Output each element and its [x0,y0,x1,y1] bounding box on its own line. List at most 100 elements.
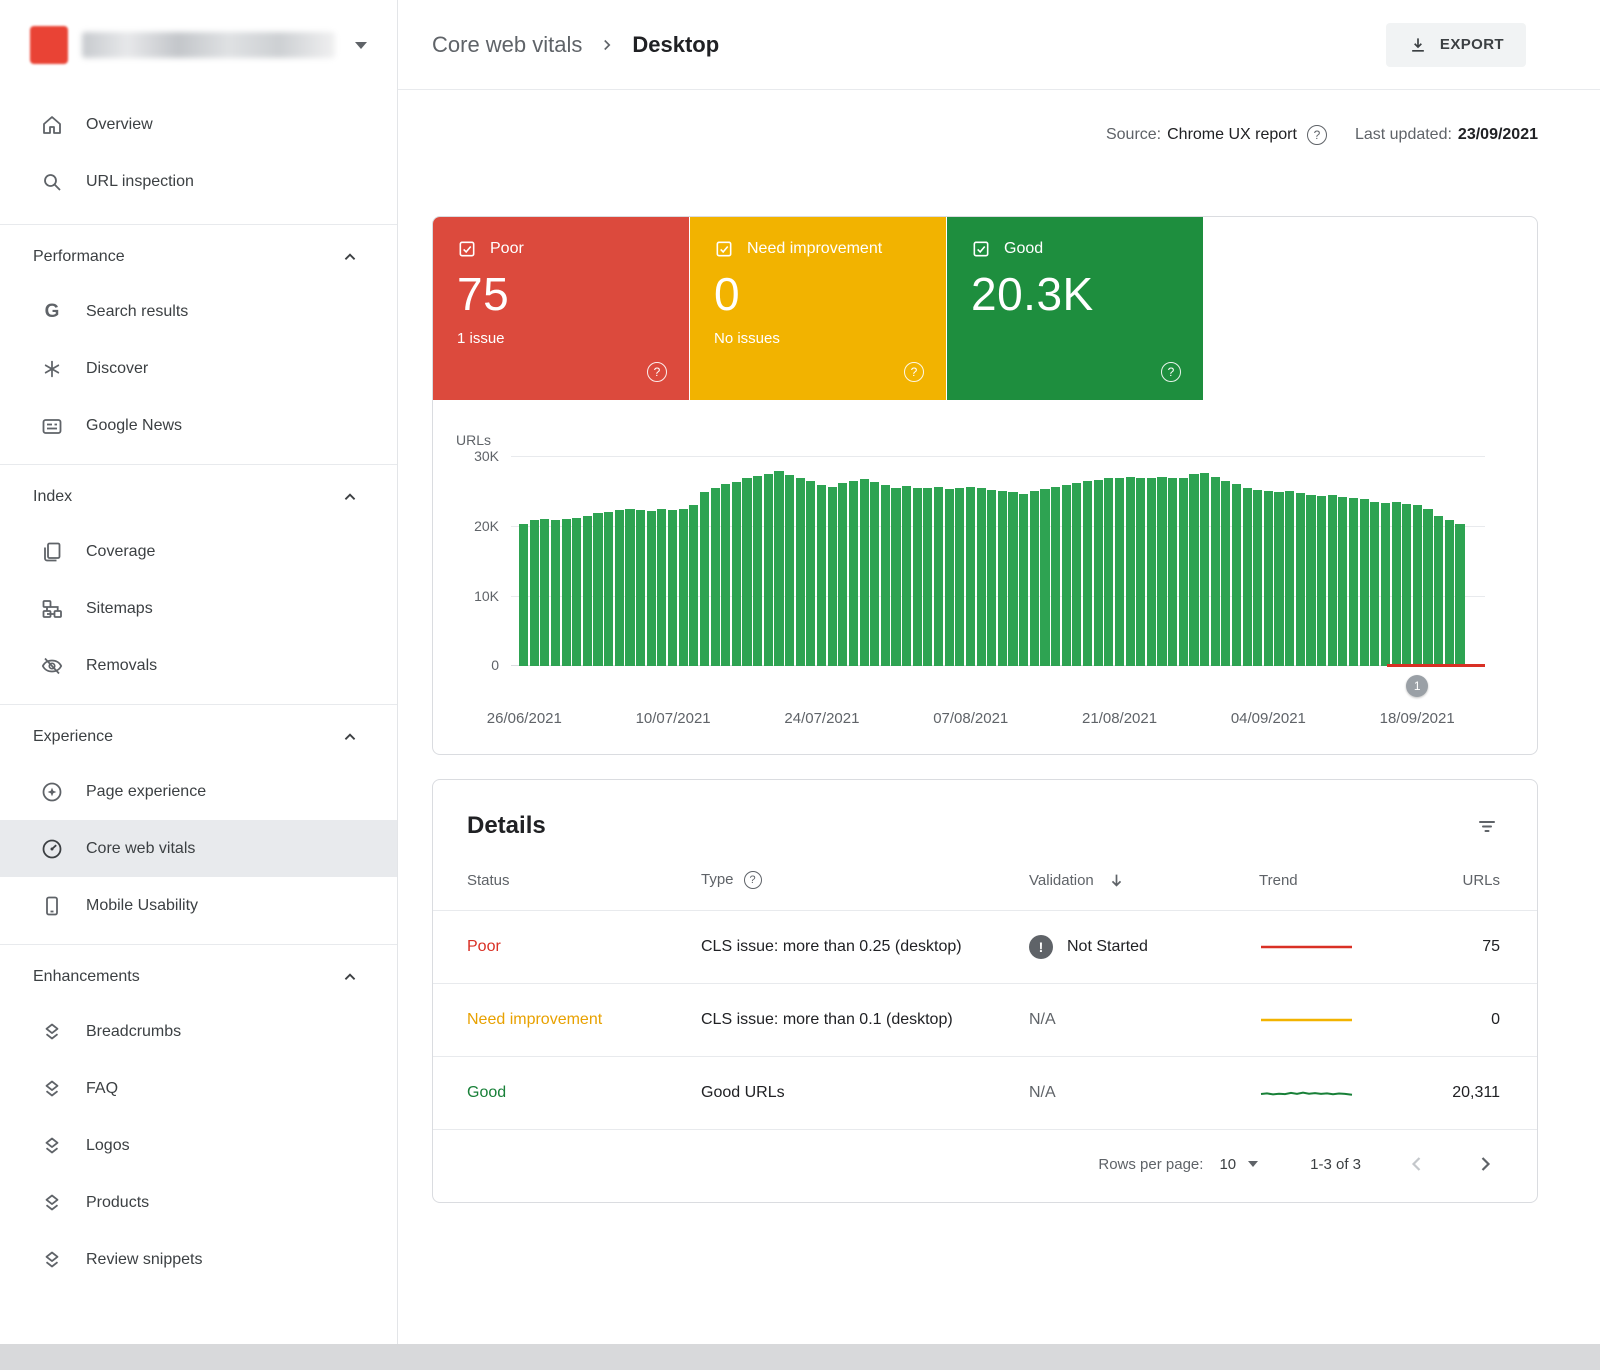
bar[interactable] [1232,484,1241,666]
bar[interactable] [1136,478,1145,666]
column-header-validation[interactable]: Validation [1029,872,1259,889]
bar[interactable] [1200,473,1209,666]
bar[interactable] [1328,495,1337,667]
bar[interactable] [785,475,794,666]
bar[interactable] [668,510,677,666]
sidebar-item-url-inspection[interactable]: URL inspection [0,153,397,210]
bar[interactable] [913,488,922,666]
bar[interactable] [1413,505,1422,666]
bar[interactable] [551,520,560,666]
status-card-good[interactable]: Good 20.3K ? [947,217,1203,400]
bar[interactable] [1285,491,1294,666]
bar[interactable] [891,488,900,667]
filter-icon[interactable] [1475,814,1499,838]
sidebar-item-products[interactable]: Products [0,1174,397,1231]
bar[interactable] [1423,509,1432,667]
bar[interactable] [923,488,932,667]
bar[interactable] [1072,483,1081,666]
bar[interactable] [1317,496,1326,666]
bar[interactable] [838,483,847,666]
bar[interactable] [955,488,964,667]
sidebar-item-page-experience[interactable]: Page experience [0,763,397,820]
bar[interactable] [647,511,656,666]
bar[interactable] [753,476,762,666]
bar[interactable] [1274,492,1283,666]
bar[interactable] [1147,478,1156,666]
section-header-enhancements[interactable]: Enhancements [0,951,397,1003]
bar[interactable] [849,481,858,667]
bar[interactable] [998,491,1007,666]
help-icon[interactable]: ? [744,871,762,889]
sidebar-item-faq[interactable]: FAQ [0,1060,397,1117]
chart-annotation[interactable]: 1 [1406,675,1428,697]
sidebar-item-removals[interactable]: Removals [0,637,397,694]
bar[interactable] [1030,491,1039,666]
sidebar-item-logos[interactable]: Logos [0,1117,397,1174]
sidebar-item-mobile-usability[interactable]: Mobile Usability [0,877,397,934]
bar[interactable] [636,510,645,666]
bar[interactable] [615,510,624,666]
bar[interactable] [593,513,602,666]
bar[interactable] [828,487,837,666]
bar[interactable] [1157,477,1166,666]
export-button[interactable]: EXPORT [1386,23,1526,67]
section-header-index[interactable]: Index [0,471,397,523]
bar[interactable] [657,509,666,666]
bar[interactable] [1051,487,1060,666]
bar[interactable] [860,479,869,666]
bar[interactable] [530,520,539,666]
bar[interactable] [540,519,549,666]
checkbox-checked-icon[interactable] [714,239,734,259]
help-icon[interactable]: ? [904,362,924,382]
bar[interactable] [1306,495,1315,667]
bar[interactable] [519,524,528,666]
bar[interactable] [1189,474,1198,667]
table-row[interactable]: Need improvement CLS issue: more than 0.… [433,983,1537,1056]
bar[interactable] [977,488,986,666]
bar[interactable] [1221,481,1230,667]
bar[interactable] [711,488,720,667]
property-selector[interactable] [0,0,397,90]
bar[interactable] [870,482,879,666]
bar[interactable] [1243,488,1252,667]
bar[interactable] [732,482,741,666]
bar[interactable] [1062,485,1071,666]
bar[interactable] [1392,502,1401,666]
bar[interactable] [742,478,751,666]
bar[interactable] [1126,477,1135,666]
bar[interactable] [1296,493,1305,666]
bar[interactable] [1370,502,1379,667]
rows-per-page-select[interactable]: 10 [1219,1156,1258,1173]
bar[interactable] [806,481,815,667]
breadcrumb-parent[interactable]: Core web vitals [432,32,582,58]
bar[interactable] [1040,489,1049,666]
bar[interactable] [1381,503,1390,666]
bar[interactable] [689,505,698,666]
bar[interactable] [1179,478,1188,666]
bar[interactable] [1019,494,1028,666]
status-card-need-improvement[interactable]: Need improvement 0 No issues ? [690,217,946,400]
sidebar-item-overview[interactable]: Overview [0,96,397,153]
bar[interactable] [583,516,592,666]
bar[interactable] [881,485,890,666]
sidebar-item-google-news[interactable]: Google News [0,397,397,454]
next-page-button[interactable] [1473,1152,1497,1176]
bar[interactable] [1264,491,1273,666]
bar[interactable] [1211,477,1220,666]
bar[interactable] [902,486,911,666]
bar[interactable] [1104,478,1113,666]
sidebar-item-review-snippets[interactable]: Review snippets [0,1231,397,1288]
checkbox-checked-icon[interactable] [457,239,477,259]
bar[interactable] [1402,504,1411,666]
bar[interactable] [1094,480,1103,666]
bar[interactable] [700,492,709,666]
bar[interactable] [1083,481,1092,666]
bar[interactable] [764,474,773,667]
bar[interactable] [562,519,571,666]
checkbox-checked-icon[interactable] [971,239,991,259]
sidebar-item-sitemaps[interactable]: Sitemaps [0,580,397,637]
bar[interactable] [1349,498,1358,666]
bar[interactable] [604,512,613,666]
bar[interactable] [1360,499,1369,666]
bar[interactable] [934,487,943,666]
